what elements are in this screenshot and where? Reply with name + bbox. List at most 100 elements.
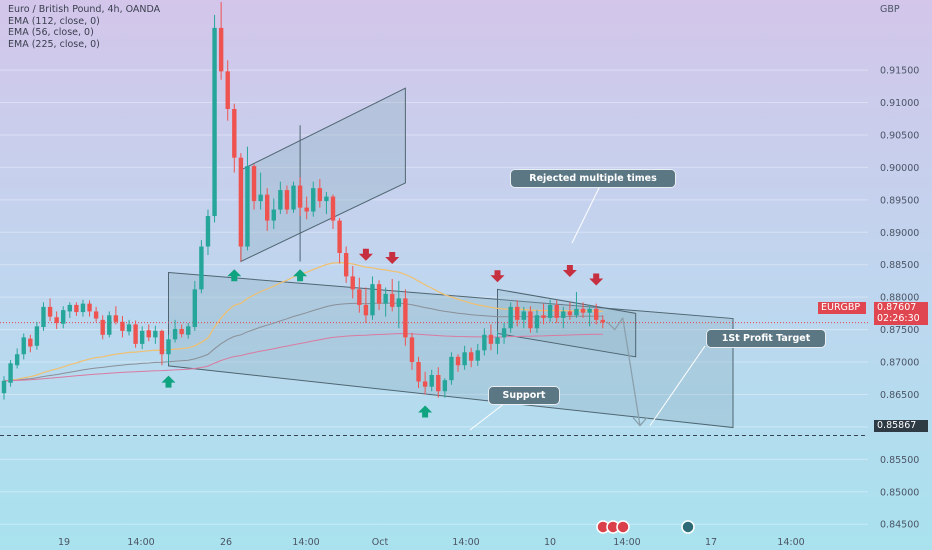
- y-tick-label: 0.84500: [880, 520, 919, 531]
- x-tick-label: Oct: [372, 537, 389, 548]
- y-tick-label: 0.91500: [880, 66, 919, 77]
- candle-body: [409, 337, 415, 363]
- candle-body: [291, 185, 296, 210]
- legend: Euro / British Pound, 4h, OANDA EMA (112…: [8, 4, 160, 50]
- candle-body: [587, 308, 592, 313]
- y-tick-label: 0.85000: [880, 487, 919, 498]
- candle-body: [153, 330, 158, 338]
- candle-body: [54, 317, 59, 324]
- candle-body: [192, 289, 198, 327]
- candle-body: [199, 246, 204, 290]
- candle-body: [343, 253, 349, 277]
- candle-body: [495, 337, 500, 344]
- candle-body: [41, 306, 46, 327]
- projection-zigzag: [606, 317, 624, 331]
- y-tick-label: 0.88500: [880, 260, 919, 271]
- candle-body: [429, 374, 434, 387]
- y-tick-label: 0.88000: [880, 293, 919, 304]
- candle-body: [28, 338, 33, 347]
- down-arrow: [562, 265, 577, 278]
- y-tick-label: 0.85500: [880, 455, 919, 466]
- y-tick-label: 0.90500: [880, 130, 919, 141]
- candle-body: [297, 185, 303, 208]
- currency-label: GBP: [880, 4, 900, 15]
- candle-body: [80, 303, 86, 313]
- candle-body: [396, 298, 401, 307]
- current-price-label: 0.87607: [877, 302, 917, 313]
- candle-body: [245, 166, 250, 247]
- candle-body: [284, 190, 290, 210]
- candle-body: [541, 315, 546, 318]
- candle-body: [265, 194, 270, 221]
- candle-body: [580, 308, 586, 313]
- candle-body: [304, 207, 309, 212]
- candle-body: [251, 166, 257, 202]
- down-arrow: [385, 252, 400, 265]
- candle-body: [449, 356, 454, 381]
- projection-arrowhead: [632, 417, 648, 427]
- candle-body: [383, 293, 388, 304]
- candle-body: [390, 293, 395, 307]
- candle-body: [528, 311, 533, 329]
- candle-body: [337, 220, 342, 254]
- up-arrow: [161, 375, 176, 388]
- candle-body: [139, 330, 145, 344]
- support-pointer: [469, 402, 506, 431]
- candle-body: [271, 209, 276, 221]
- candle-body: [212, 27, 217, 217]
- x-tick-label: 14:00: [613, 537, 640, 548]
- down-arrow: [490, 270, 505, 283]
- x-tick-label: 14:00: [777, 537, 804, 548]
- countdown-label: 02:26:30: [877, 313, 920, 324]
- candle-body: [93, 311, 99, 319]
- x-tick-label: 19: [58, 537, 70, 548]
- support-price-label: 0.85867: [877, 420, 917, 431]
- candle-body: [482, 334, 487, 351]
- candle-body: [561, 311, 566, 318]
- ema-112-line: [3, 302, 603, 382]
- candle-body: [1, 380, 7, 394]
- candle-body: [501, 328, 507, 338]
- legend-ema-56: EMA (56, close, 0): [8, 27, 94, 38]
- candle-body: [376, 284, 382, 304]
- candle-body: [436, 374, 441, 392]
- candle-body: [238, 157, 244, 247]
- rising-channel: [240, 87, 406, 263]
- candle-body: [574, 308, 579, 316]
- symbol-price-tag: EURGBP: [818, 302, 866, 314]
- candle-body: [179, 328, 184, 335]
- y-tick-label: 0.89500: [880, 195, 919, 206]
- candle-body: [172, 328, 178, 340]
- candle-body: [468, 352, 474, 361]
- candle-body: [462, 352, 467, 366]
- candle-body: [554, 304, 559, 318]
- x-tick-label: 14:00: [127, 537, 154, 548]
- candle-body: [205, 216, 211, 247]
- candle-body: [416, 362, 421, 382]
- candle-body: [567, 311, 573, 316]
- x-tick-label: 17: [705, 537, 717, 548]
- y-tick-label: 0.89000: [880, 228, 919, 239]
- candle-body: [521, 311, 527, 320]
- y-tick-label: 0.90000: [880, 163, 919, 174]
- candle-body: [21, 337, 26, 355]
- candle-body: [330, 196, 336, 221]
- candle-body: [475, 350, 480, 361]
- candle-body: [126, 324, 132, 332]
- event-marker-icon: [681, 520, 695, 534]
- candle-body: [357, 289, 362, 305]
- candle-body: [422, 381, 428, 387]
- candle-body: [146, 330, 151, 338]
- candle-body: [225, 71, 230, 109]
- candle-body: [403, 298, 408, 338]
- candle-body: [218, 27, 224, 72]
- candle-body: [594, 308, 599, 320]
- candle-body: [547, 304, 553, 318]
- x-tick-label: 14:00: [292, 537, 319, 548]
- y-tick-label: 0.87000: [880, 358, 919, 369]
- x-tick-label: 26: [220, 537, 232, 548]
- candle-body: [311, 188, 316, 212]
- up-arrow: [418, 405, 433, 418]
- callout-support: Support: [488, 386, 560, 405]
